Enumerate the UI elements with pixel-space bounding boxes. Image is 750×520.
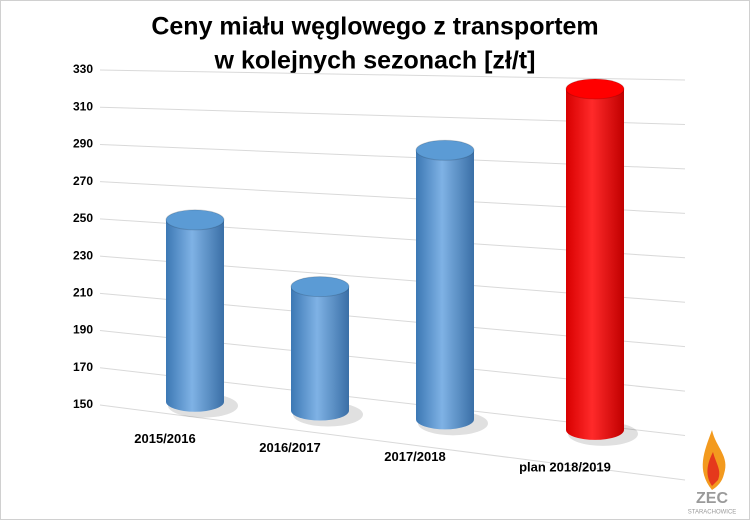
- y-tick-label: 250: [73, 211, 93, 225]
- y-tick-label: 170: [73, 360, 93, 374]
- bar: [566, 89, 624, 440]
- chart-title: Ceny miału węglowego z transportem: [151, 13, 598, 41]
- bar: [166, 219, 224, 412]
- chart-title: w kolejnych sezonach [zł/t]: [214, 47, 536, 75]
- bar-top: [165, 209, 225, 231]
- x-tick-label: 2017/2018: [384, 449, 445, 464]
- logo: ZEC STARACHOWICE: [688, 430, 737, 516]
- x-tick-label: 2015/2016: [134, 431, 195, 446]
- x-tick-label: plan 2018/2019: [519, 459, 611, 474]
- grid-line: [99, 69, 686, 81]
- y-tick-label: 290: [73, 137, 93, 151]
- bar: [291, 286, 349, 421]
- y-tick-label: 330: [73, 62, 93, 76]
- bar-top: [290, 276, 350, 298]
- flame: [707, 452, 720, 486]
- x-tick-label: 2016/2017: [259, 440, 320, 455]
- y-tick-label: 270: [73, 174, 93, 188]
- y-tick-label: 150: [73, 397, 93, 411]
- y-tick-label: 190: [73, 323, 93, 337]
- y-tick-label: 210: [73, 286, 93, 300]
- bar: [416, 150, 474, 430]
- logo-sub: STARACHOWICE: [688, 510, 737, 516]
- logo-name: ZEC: [696, 490, 728, 507]
- bar-top: [565, 78, 625, 100]
- y-tick-label: 230: [73, 248, 93, 262]
- bar-top: [415, 139, 475, 161]
- y-tick-label: 310: [73, 99, 93, 113]
- grid-line: [99, 404, 686, 481]
